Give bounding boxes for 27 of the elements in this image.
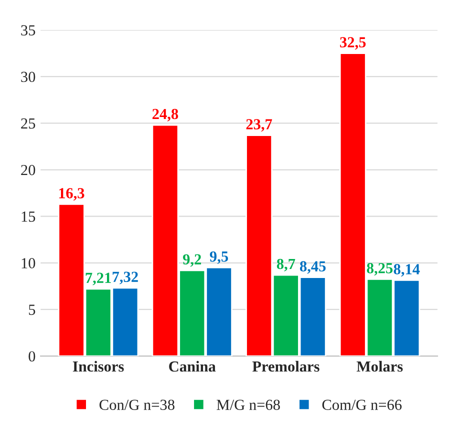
data-label: 9,5	[210, 251, 228, 264]
legend-label: Con/G n=38	[100, 400, 174, 410]
y-tick-label: 20	[21, 164, 36, 176]
y-tick-label: 35	[21, 25, 36, 36]
data-label: 8,45	[300, 261, 326, 274]
data-label: 24,8	[152, 108, 178, 122]
data-label: 8,14	[394, 264, 420, 277]
y-tick-label: 0	[28, 351, 36, 362]
y-tick-label: 5	[28, 304, 36, 315]
data-label: 32,5	[340, 37, 366, 50]
legend-label: M/G n=68	[216, 400, 280, 410]
data-label: 9,2	[182, 254, 202, 267]
y-tick-label: 15	[22, 212, 36, 222]
x-tick-label: Canina	[169, 360, 216, 372]
y-tick-label: 30	[21, 72, 36, 82]
data-label: 8,7	[276, 258, 296, 272]
data-label: 16,3	[59, 188, 84, 201]
data-label: 7,21	[86, 272, 111, 286]
x-tick-label: Premolars	[252, 360, 320, 372]
x-tick-label: Incisors	[72, 360, 124, 372]
legend-label: Com/G n=66	[322, 400, 402, 410]
y-tick-label: 10	[22, 258, 36, 268]
data-label: 8,25	[366, 263, 393, 276]
data-label: 7,32	[112, 272, 138, 284]
data-label: 23,7	[246, 119, 272, 132]
y-tick-label: 25	[21, 118, 36, 129]
x-tick-label: Molars	[356, 360, 403, 372]
